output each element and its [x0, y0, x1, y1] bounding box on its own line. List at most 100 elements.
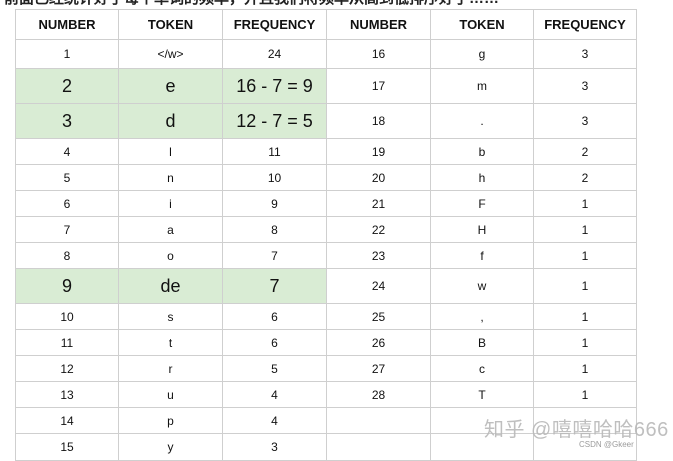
cell-frequency: 3 — [533, 103, 637, 139]
cell-token: b — [430, 138, 534, 165]
table-row-highlighted: 2 e 16 - 7 = 9 17 m 3 — [15, 68, 637, 104]
token-frequency-table: NUMBER TOKEN FREQUENCY NUMBER TOKEN FREQ… — [15, 9, 637, 461]
cell-token: r — [118, 355, 223, 382]
cell-frequency: 9 — [222, 190, 327, 217]
cell-number: 27 — [326, 355, 431, 382]
cell-frequency: 3 — [533, 39, 637, 69]
header-frequency-left: FREQUENCY — [222, 9, 327, 40]
cell-frequency: 16 - 7 = 9 — [222, 68, 327, 104]
paragraph-text: 前面已经统计好了每个单词的频率，并且我们将频率从高到低排序好了…… — [4, 0, 499, 7]
cell-frequency: 6 — [222, 303, 327, 330]
table-row: 4 l 11 19 b 2 — [15, 138, 637, 165]
cell-frequency: 4 — [222, 381, 327, 408]
table-row: 13 u 4 28 T 1 — [15, 381, 637, 408]
cell-token: u — [118, 381, 223, 408]
cell-number: 25 — [326, 303, 431, 330]
cell-number: 18 — [326, 103, 431, 139]
cell-number: 22 — [326, 216, 431, 243]
cell-token: g — [430, 39, 534, 69]
cell-number: 28 — [326, 381, 431, 408]
cell-frequency: 1 — [533, 190, 637, 217]
cell-frequency: 12 - 7 = 5 — [222, 103, 327, 139]
table-row-highlighted: 9 de 7 24 w 1 — [15, 268, 637, 304]
header-token-left: TOKEN — [118, 9, 223, 40]
cell-empty — [326, 433, 431, 461]
cell-frequency: 6 — [222, 329, 327, 356]
cell-token: s — [118, 303, 223, 330]
cell-empty — [326, 407, 431, 434]
cell-number: 3 — [15, 103, 119, 139]
table-row: 8 o 7 23 f 1 — [15, 242, 637, 269]
cell-frequency: 2 — [533, 138, 637, 165]
cell-token: de — [118, 268, 223, 304]
csdn-watermark: CSDN @Gkeer — [579, 440, 634, 449]
cell-token: p — [118, 407, 223, 434]
table-row: 5 n 10 20 h 2 — [15, 164, 637, 191]
cell-number: 26 — [326, 329, 431, 356]
cell-number: 9 — [15, 268, 119, 304]
cell-frequency: 1 — [533, 303, 637, 330]
cell-frequency: 1 — [533, 268, 637, 304]
cell-token: o — [118, 242, 223, 269]
cell-frequency: 3 — [533, 68, 637, 104]
cell-token: c — [430, 355, 534, 382]
cell-number: 6 — [15, 190, 119, 217]
cell-number: 14 — [15, 407, 119, 434]
cell-number: 12 — [15, 355, 119, 382]
cell-frequency: 1 — [533, 355, 637, 382]
cell-token: m — [430, 68, 534, 104]
cell-frequency: 1 — [533, 329, 637, 356]
cell-number: 1 — [15, 39, 119, 69]
cell-token: n — [118, 164, 223, 191]
cell-number: 13 — [15, 381, 119, 408]
cell-token: w — [430, 268, 534, 304]
cell-number: 7 — [15, 216, 119, 243]
cell-token: t — [118, 329, 223, 356]
table-header-row: NUMBER TOKEN FREQUENCY NUMBER TOKEN FREQ… — [15, 9, 637, 40]
table-row: 14 p 4 — [15, 407, 637, 434]
cell-token: </w> — [118, 39, 223, 69]
cell-token: F — [430, 190, 534, 217]
cell-token: i — [118, 190, 223, 217]
cell-frequency: 3 — [222, 433, 327, 461]
cell-token: T — [430, 381, 534, 408]
cell-frequency: 11 — [222, 138, 327, 165]
header-number-left: NUMBER — [15, 9, 119, 40]
cell-number: 19 — [326, 138, 431, 165]
cell-frequency: 24 — [222, 39, 327, 69]
cell-number: 4 — [15, 138, 119, 165]
cell-frequency: 7 — [222, 268, 327, 304]
cell-frequency: 7 — [222, 242, 327, 269]
cell-token: f — [430, 242, 534, 269]
cell-number: 10 — [15, 303, 119, 330]
table-row: 11 t 6 26 B 1 — [15, 329, 637, 356]
cell-token: l — [118, 138, 223, 165]
table-row: 12 r 5 27 c 1 — [15, 355, 637, 382]
cell-number: 17 — [326, 68, 431, 104]
cell-token: d — [118, 103, 223, 139]
cell-number: 21 — [326, 190, 431, 217]
cell-number: 20 — [326, 164, 431, 191]
header-number-right: NUMBER — [326, 9, 431, 40]
cell-token: H — [430, 216, 534, 243]
table-row: 6 i 9 21 F 1 — [15, 190, 637, 217]
cropped-paragraph-text: 前面已经统计好了每个单词的频率，并且我们将频率从高到低排序好了…… — [0, 0, 673, 7]
cell-token: , — [430, 303, 534, 330]
table-row: 1 </w> 24 16 g 3 — [15, 39, 637, 69]
cell-token: e — [118, 68, 223, 104]
cell-frequency: 1 — [533, 216, 637, 243]
table-row-highlighted: 3 d 12 - 7 = 5 18 . 3 — [15, 103, 637, 139]
table-row: 10 s 6 25 , 1 — [15, 303, 637, 330]
cell-number: 5 — [15, 164, 119, 191]
cell-number: 16 — [326, 39, 431, 69]
cell-number: 8 — [15, 242, 119, 269]
cell-frequency: 10 — [222, 164, 327, 191]
cell-number: 11 — [15, 329, 119, 356]
cell-frequency: 4 — [222, 407, 327, 434]
cell-token: a — [118, 216, 223, 243]
cell-frequency: 1 — [533, 381, 637, 408]
cell-frequency: 2 — [533, 164, 637, 191]
table-row: 7 a 8 22 H 1 — [15, 216, 637, 243]
cell-token: h — [430, 164, 534, 191]
cell-number: 23 — [326, 242, 431, 269]
